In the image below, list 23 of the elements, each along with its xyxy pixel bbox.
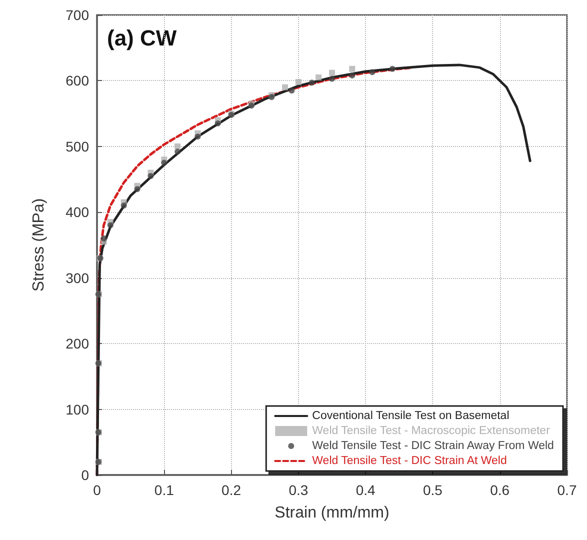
legend-label: Coventional Tensile Test on Basemetal <box>312 410 510 422</box>
legend-label: Weld Tensile Test - DIC Strain Away From Weld <box>312 440 554 452</box>
annotation: (a) CW <box>107 26 177 50</box>
x-tick-label: 0.1 <box>154 482 174 498</box>
y-tick-label: 0 <box>81 467 90 483</box>
y-tick-label: 100 <box>66 401 90 418</box>
x-tick-label: 0.6 <box>490 482 510 498</box>
y-tick-label: 400 <box>66 204 90 220</box>
legend-label: Weld Tensile Test - Macroscopic Extensometer <box>312 425 550 437</box>
x-tick-label: 0.5 <box>422 482 443 498</box>
legend-label: Weld Tensile Test - DIC Strain At Weld <box>312 455 507 467</box>
x-tick-label: 0.4 <box>356 482 376 498</box>
x-tick-label: 0 <box>93 482 102 498</box>
y-tick-label: 700 <box>66 7 90 23</box>
y-axis-title: Stress (MPa) <box>30 198 48 292</box>
y-tick-label: 500 <box>66 138 90 154</box>
x-axis-title: Strain (mm/mm) <box>274 504 390 522</box>
x-tick-label: 0.7 <box>557 482 577 498</box>
y-tick-label: 200 <box>66 336 90 352</box>
y-tick-label: 600 <box>66 72 90 89</box>
x-tick-label: 0.3 <box>288 482 308 498</box>
y-tick-label: 300 <box>66 270 90 286</box>
x-tick-label: 0.2 <box>222 482 242 498</box>
